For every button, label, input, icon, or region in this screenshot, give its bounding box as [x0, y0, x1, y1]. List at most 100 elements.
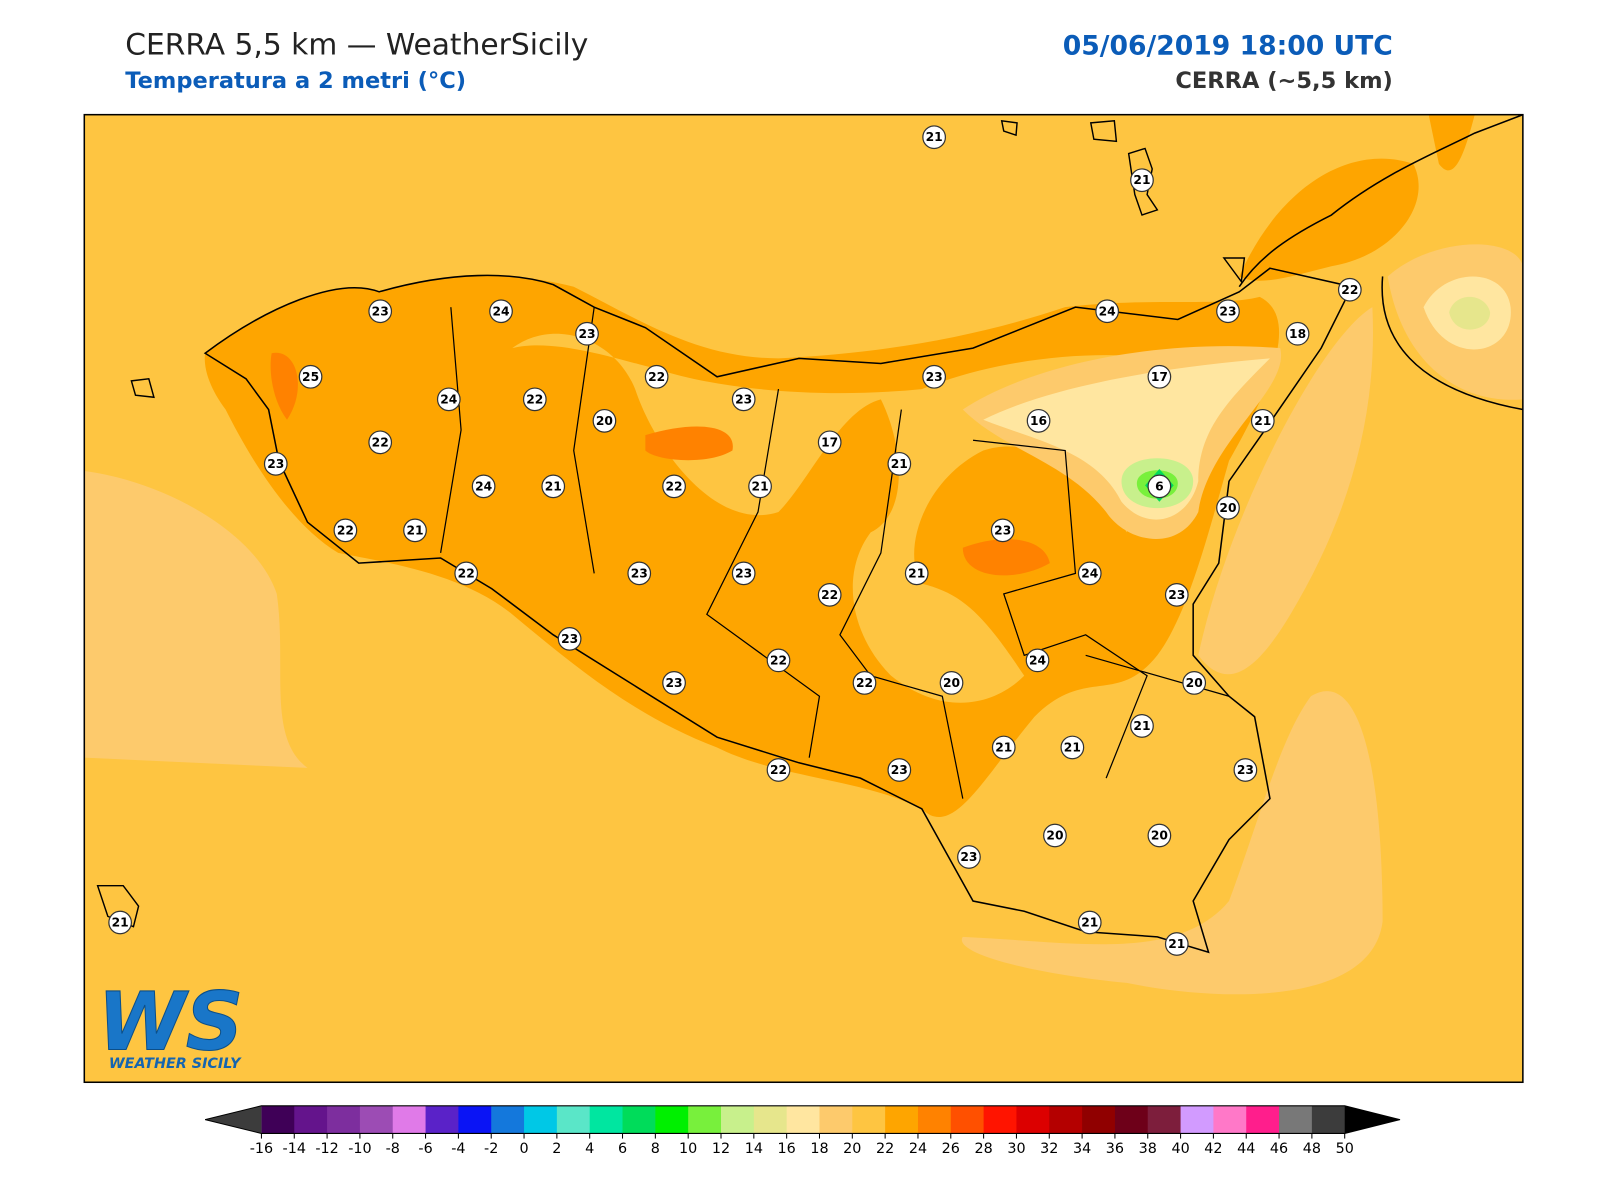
station-value: 23: [735, 392, 752, 406]
station-value: 22: [1341, 283, 1358, 297]
station-value: 21: [406, 523, 423, 537]
station: 22: [766, 758, 791, 782]
station: 23: [731, 387, 756, 412]
station: 17: [817, 430, 842, 455]
station-marker: [957, 845, 981, 869]
colorbar-tick-label: 42: [1204, 1141, 1222, 1157]
station: 23: [263, 451, 288, 476]
colorbar-tick-label: 10: [679, 1141, 697, 1157]
station-marker: [1130, 714, 1154, 738]
colorbar-swatch: [753, 1105, 788, 1134]
station-marker: [817, 430, 842, 455]
station-marker: [1216, 495, 1240, 520]
colorbar-tick-label: 36: [1106, 1141, 1124, 1157]
colorbar-swatch: [491, 1105, 525, 1134]
station-value: 21: [1081, 916, 1098, 930]
station: 20: [939, 671, 964, 695]
station-value: 22: [372, 435, 389, 449]
station: 23: [957, 845, 981, 869]
station-marker: [1043, 823, 1067, 848]
colorbar-swatch: [819, 1105, 853, 1134]
station-value: 21: [1064, 740, 1081, 754]
station: 23: [1216, 299, 1240, 324]
colorbar-swatch: [852, 1105, 886, 1134]
colorbar-swatch: [1147, 1105, 1182, 1134]
station-value: 21: [545, 479, 562, 493]
station-marker: [263, 451, 288, 476]
station: 18: [1285, 321, 1310, 346]
station-marker: [1026, 408, 1051, 433]
station-marker: [1147, 364, 1172, 389]
station-value: 20: [596, 414, 613, 428]
station-value: 23: [561, 632, 578, 646]
station-value: 20: [1186, 676, 1203, 690]
station-marker: [436, 387, 461, 412]
station: 24: [1077, 561, 1102, 586]
station: 20: [1147, 823, 1172, 848]
station-value: 24: [1081, 566, 1098, 580]
station: 23: [731, 561, 756, 586]
station: 22: [766, 648, 791, 673]
station-value: 24: [440, 392, 457, 406]
station-value: 16: [1030, 414, 1047, 428]
station: 16: [1026, 408, 1051, 433]
colorbar-tick-label: 48: [1303, 1141, 1321, 1157]
station-value: 23: [666, 676, 683, 690]
colorbar-tick-label: -2: [484, 1141, 498, 1157]
colorbar-tick-label: 28: [975, 1141, 993, 1157]
station-value: 22: [821, 588, 838, 602]
colorbar: -16 -14 -12 -10 -8 -6 -4 -2 0 2 4 6 8 10 12 14 16 18 20 22 2…: [204, 1105, 1401, 1157]
colorbar-tick-label: -10: [348, 1141, 371, 1157]
station: 22: [662, 474, 686, 499]
station-value: 23: [735, 566, 752, 580]
colorbar-swatch: [1311, 1105, 1346, 1134]
station: 21: [991, 735, 1016, 760]
colorbar-swatch: [688, 1105, 722, 1134]
station-value: 17: [1151, 370, 1168, 384]
station: 22: [454, 561, 479, 586]
station-marker: [522, 387, 547, 412]
station-marker: [766, 758, 791, 782]
station-marker: [852, 671, 877, 695]
field-hot: [270, 352, 1050, 576]
station-marker: [333, 518, 358, 543]
colorbar-tick-label: 32: [1040, 1141, 1058, 1157]
station: 24: [1025, 648, 1050, 673]
colorbar-swatch: [556, 1105, 591, 1134]
station-marker: [766, 648, 791, 673]
field-green: [1449, 296, 1491, 330]
station: 23: [922, 364, 947, 389]
colorbar-swatch: [786, 1105, 820, 1134]
colorbar-tick-label: -8: [386, 1141, 400, 1157]
station-marker: [731, 387, 756, 412]
datetime: 05/06/2019 18:00 UTC: [1063, 30, 1393, 61]
colorbar-swatch: [1016, 1105, 1050, 1134]
station-value: 21: [995, 740, 1012, 754]
colorbar-swatch: [589, 1105, 624, 1134]
colorbar-tick-label: 20: [843, 1141, 861, 1157]
colorbar-tick-label: 6: [618, 1141, 627, 1157]
station-marker: [1147, 823, 1172, 848]
calabria-coast: [1238, 114, 1523, 288]
station: 22: [852, 671, 877, 695]
station-value: 22: [526, 392, 543, 406]
colorbar-tick-label: -6: [418, 1141, 432, 1157]
station-marker: [1164, 583, 1189, 607]
colorbar-swatch: [425, 1105, 459, 1134]
model: CERRA (~5,5 km): [1175, 68, 1392, 94]
colorbar-swatch: [1213, 1105, 1247, 1134]
station: 21: [922, 125, 947, 150]
colorbar-tick-label: 24: [909, 1141, 927, 1157]
station: 23: [1233, 758, 1258, 782]
station-marker: [575, 321, 599, 346]
map: 21 21 23 24 23 24 23 22 18 25 24 22 22 23 23 17 20 16 21 22…: [83, 113, 1524, 1084]
station: 24: [1095, 299, 1120, 324]
station: 23: [887, 758, 912, 782]
station-marker: [1216, 299, 1240, 324]
station: 21: [1130, 168, 1154, 193]
station: 21: [748, 474, 772, 499]
colorbar-tick-label: -12: [315, 1141, 338, 1157]
colorbar-tick-label: 40: [1171, 1141, 1189, 1157]
colorbar-tick-label: 44: [1237, 1141, 1255, 1157]
